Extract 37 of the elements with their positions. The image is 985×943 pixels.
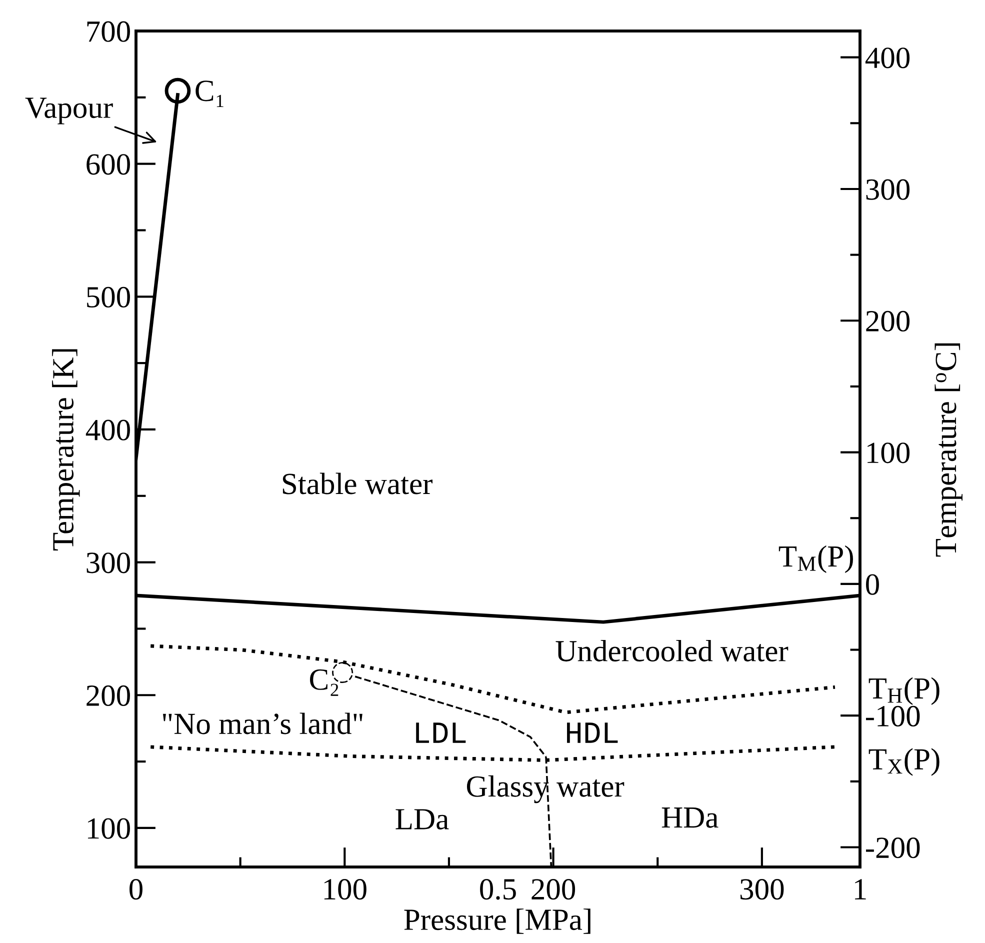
y-tick-label: 100 [88, 818, 130, 839]
annotation: HDL [567, 722, 618, 743]
y2-tick-label: 400 [865, 48, 910, 68]
x2-tick-label: 0.5 [480, 878, 516, 900]
annotation: C₁ [196, 80, 224, 108]
annotation: Undercooled water [556, 640, 788, 662]
annotation: HDa [662, 808, 718, 828]
x-tick-label: 200 [532, 878, 576, 900]
y-tick-label: 700 [87, 21, 130, 42]
annotation: C₂ [310, 669, 338, 696]
x2-tick-label: 1 [855, 879, 866, 900]
annotation: LDL [416, 722, 466, 743]
y2-tick-label: 300 [866, 179, 910, 200]
annotation: LDa [396, 809, 449, 830]
y-tick-label: 500 [87, 286, 130, 308]
x-axis-title: Pressure [MPa] [404, 908, 590, 934]
x-tick-label: 0 [130, 878, 142, 900]
annotation: T$_{H}$(P) [868, 677, 940, 705]
y2-tick-label: -100 [866, 706, 920, 726]
y2-tick-label: 0 [866, 574, 879, 595]
x-tick-label: 100 [324, 878, 366, 900]
annotation: Stable water [282, 472, 432, 494]
y-tick-label: 600 [86, 154, 130, 175]
annotation: Glassy water [466, 775, 624, 804]
annotation: T$_{X}$(P) [868, 748, 940, 776]
text: Vapour [25, 98, 113, 124]
y-tick-label: 300 [86, 552, 130, 574]
x-tick-label: 300 [740, 878, 784, 900]
y2-axis-title: Temperature [$^{o}$C] [934, 343, 962, 557]
y-axis-title: Temperature [K] [52, 349, 80, 550]
y2-tick-label: 200 [866, 310, 910, 332]
y-tick-label: 400 [86, 420, 130, 440]
annotation: T$_{M}$(P) [778, 545, 853, 574]
y-tick-label: 200 [86, 685, 130, 706]
y2-tick-label: 100 [868, 442, 910, 464]
y2-tick-label: -200 [866, 838, 920, 858]
annotation: "No man’s land" [163, 712, 362, 734]
